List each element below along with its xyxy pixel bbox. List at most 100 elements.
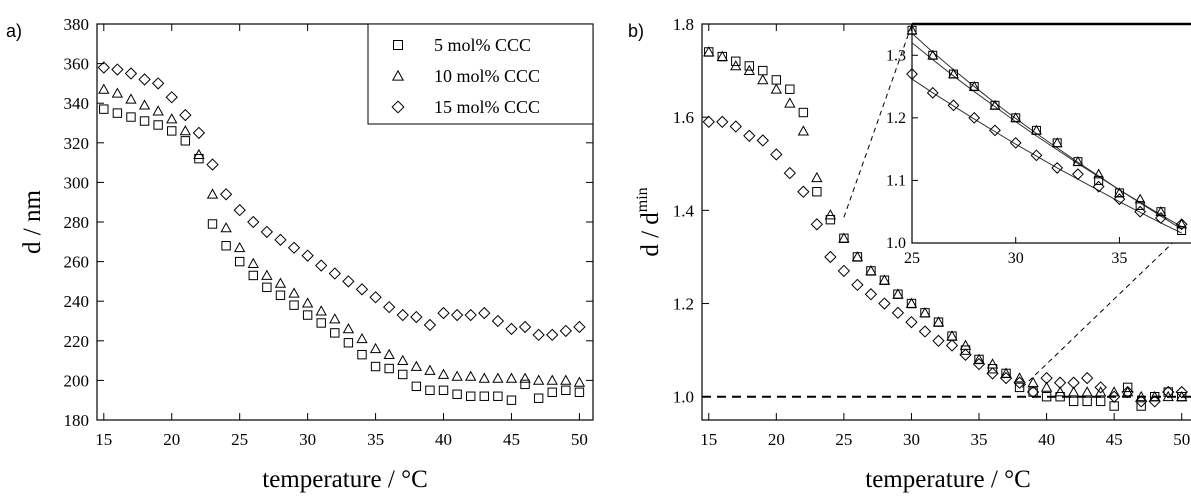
data-point-square <box>1055 392 1065 402</box>
data-point-square <box>275 290 286 300</box>
data-point-diamond <box>315 259 328 272</box>
data-point-triangle <box>892 288 904 299</box>
x-tick-label: 40 <box>1038 430 1055 449</box>
x-tick-label: 20 <box>768 430 785 449</box>
data-point-triangle <box>111 87 124 98</box>
data-point-square <box>479 391 489 401</box>
data-point-diamond <box>369 291 382 304</box>
data-point-square <box>302 310 313 320</box>
data-point-square <box>316 318 326 328</box>
data-point-triangle <box>838 232 850 243</box>
data-point-square <box>561 385 571 396</box>
data-point-triangle <box>329 313 341 324</box>
data-point-triangle <box>811 171 823 183</box>
x-tick-label: 20 <box>163 430 180 449</box>
data-point-diamond <box>342 275 355 288</box>
inset-data-point-triangle <box>1072 156 1084 166</box>
panel-a-x-ticks: 15 20 25 30 35 40 45 50 <box>95 24 588 449</box>
data-point-triangle <box>532 374 545 385</box>
data-point-triangle <box>261 269 273 280</box>
x-tick-label: 25 <box>231 430 248 449</box>
data-point-diamond <box>233 203 246 217</box>
panel-b-label: b) <box>628 21 644 41</box>
x-tick-label: 30 <box>299 430 316 449</box>
inset-data-point-diamond <box>926 86 939 99</box>
data-point-square <box>1136 401 1146 411</box>
legend-entry-15-mol: 15 mol% CCC <box>434 97 540 117</box>
inset-data-point-triangle <box>1176 218 1188 229</box>
data-point-square <box>221 241 231 251</box>
data-point-square <box>960 345 971 355</box>
data-point-triangle <box>986 358 999 369</box>
data-point-triangle <box>919 306 931 318</box>
data-point-triangle <box>1135 390 1147 402</box>
data-point-square <box>547 387 557 397</box>
data-point-triangle <box>573 376 586 387</box>
data-point-diamond <box>179 108 192 122</box>
y-tick-label: 380 <box>64 15 90 34</box>
data-point-triangle <box>478 372 490 383</box>
inset-zoom-lines <box>843 23 1191 388</box>
x-tick-label: 45 <box>1106 430 1123 449</box>
data-point-diamond <box>837 264 851 278</box>
x-tick-label: 50 <box>1173 430 1190 449</box>
x-tick-label: 30 <box>903 430 920 449</box>
inset-y-tick-label: 1.2 <box>886 110 906 127</box>
inset-data-point-diamond <box>1134 205 1147 218</box>
data-point-diamond <box>97 61 110 74</box>
data-point-square <box>465 391 476 401</box>
data-point-triangle <box>770 83 783 94</box>
data-point-square <box>1109 401 1119 411</box>
data-point-diamond <box>716 115 729 129</box>
data-point-square <box>533 393 544 403</box>
data-point-diamond <box>972 357 986 371</box>
data-point-diamond <box>770 148 783 161</box>
inset-data-point-diamond <box>1072 168 1084 181</box>
inset-data-point-square <box>1177 225 1187 235</box>
inset-x-tick-label: 30 <box>1008 250 1024 267</box>
inset-data-point-diamond <box>1051 162 1064 174</box>
data-point-diamond <box>382 300 396 314</box>
inset-y-tick-label: 1.1 <box>886 172 906 189</box>
panel-b-x-ticks: 15 20 25 30 35 40 45 50 <box>700 24 1190 449</box>
data-point-diamond <box>1148 395 1161 408</box>
data-point-diamond <box>138 73 151 86</box>
data-point-diamond <box>111 63 124 76</box>
data-point-square <box>493 391 503 401</box>
data-point-diamond <box>559 324 572 338</box>
x-tick-label: 40 <box>435 430 452 449</box>
y-tick-label: 320 <box>64 134 90 153</box>
data-point-triangle <box>166 113 178 124</box>
data-point-square <box>574 387 585 397</box>
x-tick-label: 50 <box>571 430 588 449</box>
legend-markers <box>391 40 405 114</box>
data-point-triangle <box>824 209 837 220</box>
data-point-square <box>1041 392 1052 402</box>
data-point-square <box>731 56 741 66</box>
data-point-square <box>384 363 394 374</box>
data-point-diamond <box>1053 376 1067 389</box>
inset-data-point-diamond <box>1154 212 1167 224</box>
data-point-square <box>785 84 795 94</box>
data-point-triangle <box>288 287 300 298</box>
data-point-triangle <box>1054 386 1066 397</box>
inset-data-point-triangle <box>989 99 1001 110</box>
data-point-triangle <box>193 148 205 160</box>
data-point-triangle <box>1108 386 1120 397</box>
legend-entry-10-mol: 10 mol% CCC <box>434 66 540 86</box>
data-point-square <box>1028 387 1038 397</box>
data-point-diamond <box>287 241 301 254</box>
inset-x-tick-label: 25 <box>904 250 920 267</box>
data-point-diamond <box>783 166 797 180</box>
y-tick-label: 1.2 <box>673 295 694 314</box>
data-point-square <box>987 364 998 374</box>
panel-a-legend: 5 mol% CCC 10 mol% CCC 15 mol% CCC <box>367 23 594 125</box>
data-point-square <box>330 328 340 338</box>
inset-data-point-triangle <box>1093 168 1105 179</box>
data-point-square <box>112 108 123 118</box>
data-point-diamond <box>464 308 477 322</box>
data-point-triangle <box>546 374 558 385</box>
inset-data-point-triangle <box>1010 112 1022 123</box>
data-point-triangle <box>743 64 755 75</box>
